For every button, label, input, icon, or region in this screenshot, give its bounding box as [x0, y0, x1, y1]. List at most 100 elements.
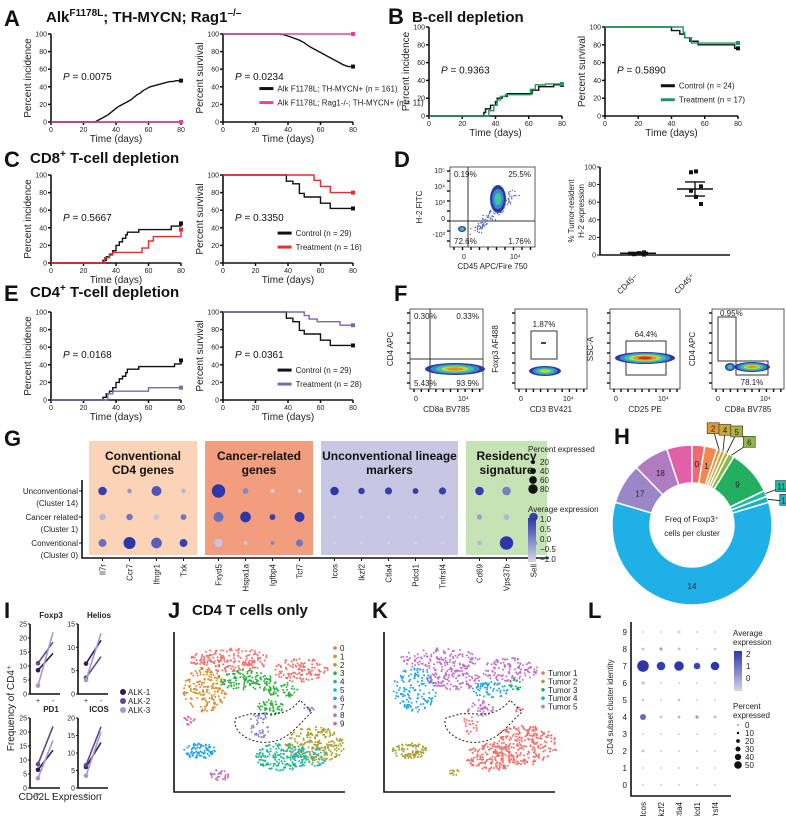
- x-tick-label: 80: [177, 127, 185, 134]
- cell-point: [524, 763, 526, 765]
- dot: [642, 631, 644, 633]
- cell-point: [272, 710, 274, 712]
- cell-point: [309, 729, 311, 731]
- data-point: [36, 668, 41, 673]
- cell-point: [459, 649, 461, 651]
- cell-point: [217, 691, 219, 693]
- cell-point: [230, 682, 232, 684]
- cell-point: [549, 750, 551, 752]
- cell-point: [425, 664, 427, 666]
- cell-point: [535, 755, 537, 757]
- dot: [243, 488, 249, 494]
- cell-point: [532, 748, 534, 750]
- cell-point: [510, 686, 512, 688]
- dot: [127, 489, 131, 493]
- series-line-0: [223, 175, 353, 208]
- cell-point: [422, 745, 424, 747]
- cell-point: [305, 678, 307, 680]
- cell-point: [476, 721, 478, 723]
- cell-point: [541, 732, 543, 734]
- legend-title: expression: [733, 638, 772, 647]
- cell-point: [482, 759, 484, 761]
- cell-point: [502, 761, 504, 763]
- cell-point: [418, 744, 420, 746]
- cell-point: [530, 735, 532, 737]
- cell-point: [256, 719, 258, 721]
- cell-point: [475, 674, 477, 676]
- cell-point: [277, 744, 279, 746]
- y-axis-label: CD4 APC: [688, 332, 697, 366]
- cell-point: [489, 743, 491, 745]
- plot-frame: [410, 309, 483, 389]
- x-tick-label: 60: [525, 121, 533, 128]
- cell-point: [266, 684, 268, 686]
- gene-label: Ctla4: [675, 801, 684, 816]
- cell-point: [508, 739, 510, 741]
- cell-point: [281, 710, 283, 712]
- cell-point: [233, 682, 235, 684]
- density-contour: [540, 369, 551, 372]
- dot: [674, 661, 684, 671]
- legend-label: −0.5: [540, 545, 556, 554]
- dot: [696, 767, 698, 769]
- cell-point: [264, 678, 266, 680]
- gene-label: Igfbp4: [269, 563, 278, 586]
- cell-point: [496, 678, 498, 680]
- cell-point: [393, 749, 395, 751]
- cell-point: [496, 755, 498, 757]
- cell-point: [477, 750, 479, 752]
- event-dot: [481, 232, 482, 233]
- cell-point: [437, 678, 439, 680]
- cell-point: [198, 683, 200, 685]
- cell-point: [191, 704, 193, 706]
- cell-point: [201, 709, 203, 711]
- cell-point: [188, 679, 190, 681]
- cell-point: [313, 757, 315, 759]
- cell-point: [259, 703, 261, 705]
- cell-point: [534, 732, 536, 734]
- row-label: 9: [623, 628, 628, 637]
- cell-point: [240, 673, 242, 675]
- cell-point: [226, 674, 228, 676]
- cell-point: [283, 750, 285, 752]
- cell-point: [224, 692, 226, 694]
- slice-label: 14: [688, 582, 697, 591]
- cell-point: [536, 670, 538, 672]
- cell-point: [466, 682, 468, 684]
- cell-point: [466, 654, 468, 656]
- cell-point: [284, 760, 286, 762]
- cell-point: [428, 667, 430, 669]
- cell-point: [288, 745, 290, 747]
- legend-size-dot: [734, 761, 742, 769]
- cell-point: [449, 661, 451, 663]
- cell-point: [408, 701, 410, 703]
- cell-point: [212, 654, 214, 656]
- y-tick-label: 60: [211, 345, 219, 352]
- y-tick-label: 10: [19, 758, 27, 765]
- cell-point: [522, 679, 524, 681]
- cell-point: [403, 748, 405, 750]
- dot: [358, 488, 365, 495]
- cell-point: [238, 683, 240, 685]
- cell-point: [185, 680, 187, 682]
- cell-point: [307, 708, 309, 710]
- panel-label-h: H: [614, 424, 630, 449]
- cell-point: [327, 669, 329, 671]
- dot: [660, 784, 662, 786]
- cell-point: [493, 688, 495, 690]
- cell-point: [222, 663, 224, 665]
- cell-point: [395, 752, 397, 754]
- cell-point: [199, 743, 201, 745]
- cell-point: [199, 663, 201, 665]
- legend-swatch: [541, 705, 545, 709]
- cell-point: [212, 773, 214, 775]
- cell-point: [517, 738, 519, 740]
- cell-point: [550, 740, 552, 742]
- cell-point: [481, 754, 483, 756]
- cell-point: [221, 657, 223, 659]
- cell-point: [275, 743, 277, 745]
- cell-point: [198, 752, 200, 754]
- cell-point: [476, 765, 478, 767]
- censor-mark: [179, 120, 183, 124]
- dot: [333, 515, 336, 518]
